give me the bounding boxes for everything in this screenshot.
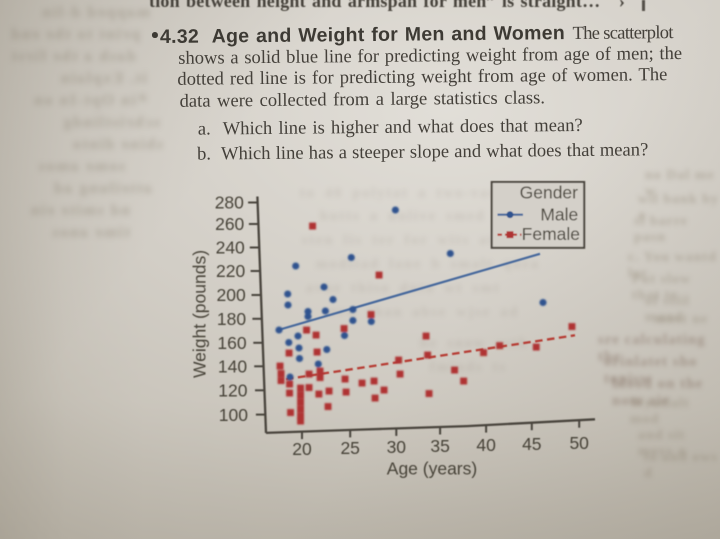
svg-text:120: 120 [218,381,247,401]
svg-text:220: 220 [216,261,245,281]
svg-text:25: 25 [340,438,359,458]
svg-text:Female: Female [522,224,580,244]
svg-text:260: 260 [215,214,244,234]
svg-text:50: 50 [569,433,589,453]
svg-text:30: 30 [387,437,407,457]
svg-text:180: 180 [217,309,246,329]
svg-text:Weight (pounds): Weight (pounds) [190,250,210,378]
svg-text:Gender: Gender [520,182,579,202]
svg-text:Age (years): Age (years) [387,459,477,479]
svg-text:45: 45 [522,434,541,454]
svg-text:100: 100 [219,405,248,425]
svg-text:240: 240 [216,238,245,258]
svg-text:20: 20 [292,439,312,459]
svg-text:200: 200 [216,285,245,305]
svg-text:140: 140 [218,357,247,377]
svg-text:35: 35 [430,436,449,456]
svg-text:40: 40 [476,435,496,455]
svg-text:160: 160 [217,333,246,353]
svg-text:280: 280 [215,193,244,213]
svg-text:Male: Male [540,205,578,225]
